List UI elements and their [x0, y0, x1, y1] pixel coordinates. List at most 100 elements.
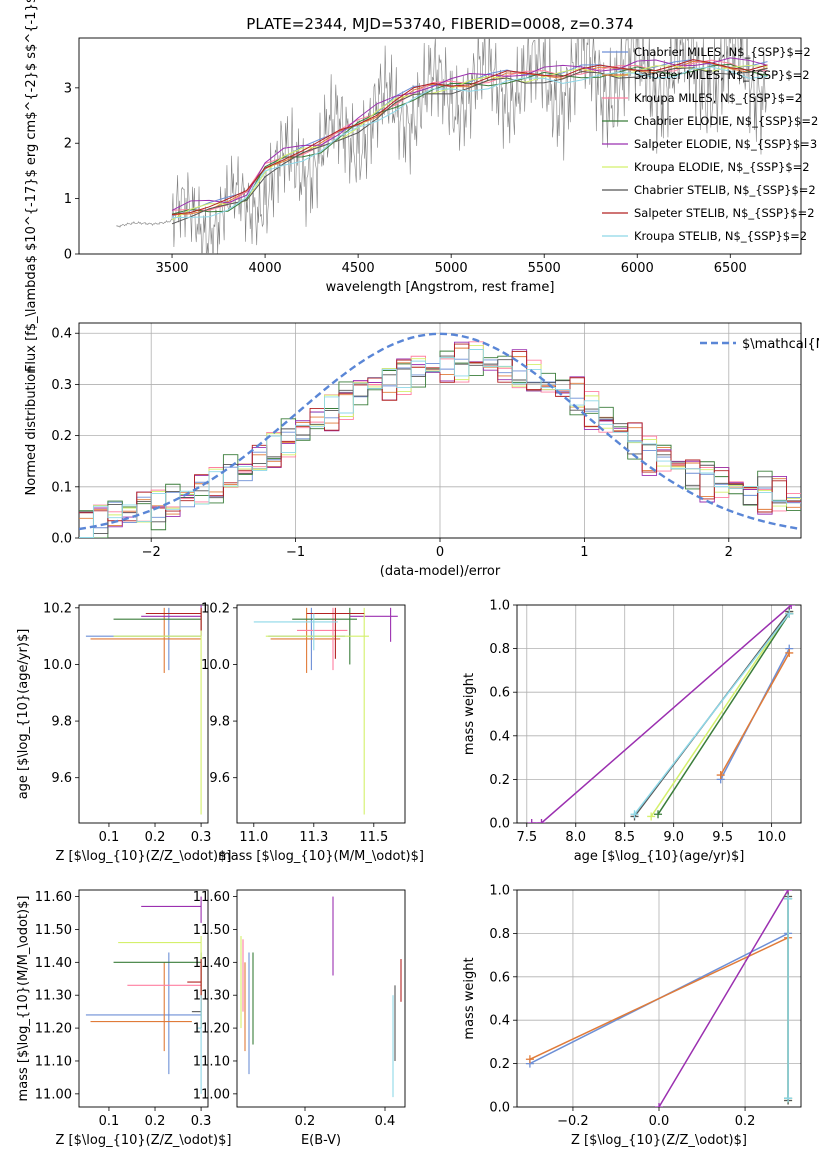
plot-frame [78, 604, 209, 824]
mass-weight-line [720, 652, 790, 776]
y-tick-label: 0.0 [489, 1101, 510, 1116]
mass-weight-marker [785, 609, 794, 618]
y-tick-label: 1.0 [489, 599, 510, 614]
x-tick-label: 9.5 [712, 830, 733, 845]
plot-frame [78, 322, 802, 539]
y-tick-label: 1.0 [489, 884, 510, 899]
x-tick-label: 8.0 [565, 830, 586, 845]
x-tick-label: 0 [436, 545, 444, 560]
y-tick-label: 11.30 [35, 989, 72, 1004]
y-tick-label: 0.6 [489, 686, 510, 701]
y-tick-label: 11.10 [35, 1054, 72, 1069]
plot-frame [78, 889, 209, 1108]
mass-weight-line [531, 605, 792, 823]
legend-entry: Chabrier STELIB, N$_{SSP}$=2 [634, 183, 816, 197]
x-tick-label: 0.1 [99, 1114, 120, 1129]
legend-entry: Kroupa MILES, N$_{SSP}$=2 [634, 91, 802, 105]
x-axis-label: Z [$\log_{10}(Z/Z_\odot)$] [56, 1133, 232, 1148]
y-tick-label: 10.2 [43, 601, 72, 616]
y-axis-label: mass [$\log_{10}(M/M_\odot)$] [16, 896, 31, 1102]
mass-vs-metallicity-panel: 0.1 0.2 0.3 11.00 11.10 11.20 11.30 11.40 11.50 1… [16, 889, 232, 1148]
mass-weight-marker [527, 819, 536, 823]
y-axis-label: Normed distribution [24, 366, 39, 496]
y-tick-label: 3 [64, 81, 72, 96]
x-tick-label: 3500 [155, 261, 188, 276]
x-axis-label: age [$\log_{10}(age/yr)$] [574, 849, 745, 864]
y-tick-label: 0.8 [489, 642, 510, 657]
age-vs-mass-panel: 11.0 11.3 11.5 9.6 9.8 10.0 10.2 mass [$\log_{1… [201, 601, 424, 864]
x-tick-label: 10.0 [757, 830, 786, 845]
model-spectrum-line [171, 65, 768, 221]
x-tick-label: 0.2 [735, 1114, 756, 1129]
legend-entry: Salpeter ELODIE, N$_{SSP}$=3 [634, 137, 817, 151]
x-axis-label: mass [$\log_{10}(M/M_\odot)$] [218, 849, 424, 864]
mass-weight-marker [647, 812, 656, 821]
x-tick-label: 4500 [342, 261, 375, 276]
y-tick-label: 11.50 [35, 923, 72, 938]
y-tick-label: 9.6 [209, 771, 230, 786]
x-tick-label: 5500 [528, 261, 561, 276]
legend-entry: Chabrier ELODIE, N$_{SSP}$=2 [634, 114, 818, 128]
y-tick-label: 0.0 [489, 817, 510, 832]
x-tick-label: 0.2 [145, 1114, 166, 1129]
plot-frame [236, 889, 406, 1108]
y-tick-label: 0.6 [489, 970, 510, 985]
mass-weight-marker [537, 819, 546, 823]
y-tick-label: 9.8 [51, 715, 72, 730]
x-tick-label: 0.2 [295, 1114, 316, 1129]
mass-weight-marker [654, 810, 663, 819]
legend-entry: Kroupa ELODIE, N$_{SSP}$=2 [634, 160, 810, 174]
observed-spectrum [116, 38, 767, 254]
y-tick-label: 0.3 [51, 378, 72, 393]
x-axis-label: E(B-V) [301, 1133, 341, 1148]
y-tick-label: 9.8 [209, 715, 230, 730]
x-tick-label: 11.0 [239, 830, 268, 845]
x-tick-label: 2 [725, 545, 733, 560]
y-tick-label: 0.2 [51, 429, 72, 444]
y-tick-label: 10.2 [201, 601, 230, 616]
x-tick-label: 11.3 [299, 830, 328, 845]
legend-entry: Kroupa STELIB, N$_{SSP}$=2 [634, 229, 807, 243]
x-tick-label: 6000 [621, 261, 654, 276]
y-tick-label: 2 [64, 137, 72, 152]
figure-title: PLATE=2344, MJD=53740, FIBERID=0008, z=0… [246, 15, 633, 33]
residual-histogram-panel: −2 −1 0 1 2 0.0 0.1 0.2 0.3 0.4 (data-model)/error… [24, 322, 819, 579]
mass-weight-marker [630, 810, 639, 819]
legend-entry: $\mathcal{N}(0,1)$ [742, 337, 819, 352]
weight-vs-metallicity-panel: −0.2 0.0 0.2 0.0 0.2 0.4 0.6 0.8 1.0 Z [$\log_{10… [462, 884, 802, 1148]
y-tick-label: 11.40 [193, 956, 230, 971]
spectrum-panel: 3500 4000 4500 5000 5500 6000 6500 0 1 2 3 waveleng… [24, 0, 818, 372]
y-tick-label: 10.0 [201, 658, 230, 673]
y-tick-label: 11.20 [193, 1022, 230, 1037]
y-tick-label: 11.30 [193, 989, 230, 1004]
y-tick-label: 0.4 [489, 729, 510, 744]
y-tick-label: 11.00 [193, 1087, 230, 1102]
mass-weight-marker [787, 605, 796, 609]
y-tick-label: 0.0 [51, 532, 72, 547]
mass-weight-line [658, 890, 789, 1107]
legend-entry: Salpeter STELIB, N$_{SSP}$=2 [634, 206, 815, 220]
mass-weight-marker [784, 1094, 793, 1103]
model-spectrum-line [171, 63, 768, 215]
x-tick-label: 0.1 [99, 830, 120, 845]
mass-weight-line [529, 937, 789, 1060]
y-tick-label: 0.4 [489, 1014, 510, 1029]
y-tick-label: 0.2 [489, 773, 510, 788]
residual-histogram [79, 343, 801, 522]
x-tick-label: 5000 [435, 261, 468, 276]
y-tick-label: 11.00 [35, 1087, 72, 1102]
mass-weight-marker [655, 1103, 663, 1107]
y-tick-label: 0.4 [51, 327, 72, 342]
y-tick-label: 0.8 [489, 927, 510, 942]
x-tick-label: 7.5 [516, 830, 537, 845]
y-tick-label: 11.50 [193, 923, 230, 938]
x-tick-label: −1 [286, 545, 305, 560]
x-tick-label: −0.2 [557, 1114, 589, 1129]
plot-frame [516, 604, 802, 824]
y-tick-label: 11.40 [35, 956, 72, 971]
y-axis-label: mass weight [462, 673, 477, 755]
mass-weight-line [633, 613, 790, 815]
plot-frame [236, 604, 406, 824]
model-spectrum-line [171, 57, 768, 211]
